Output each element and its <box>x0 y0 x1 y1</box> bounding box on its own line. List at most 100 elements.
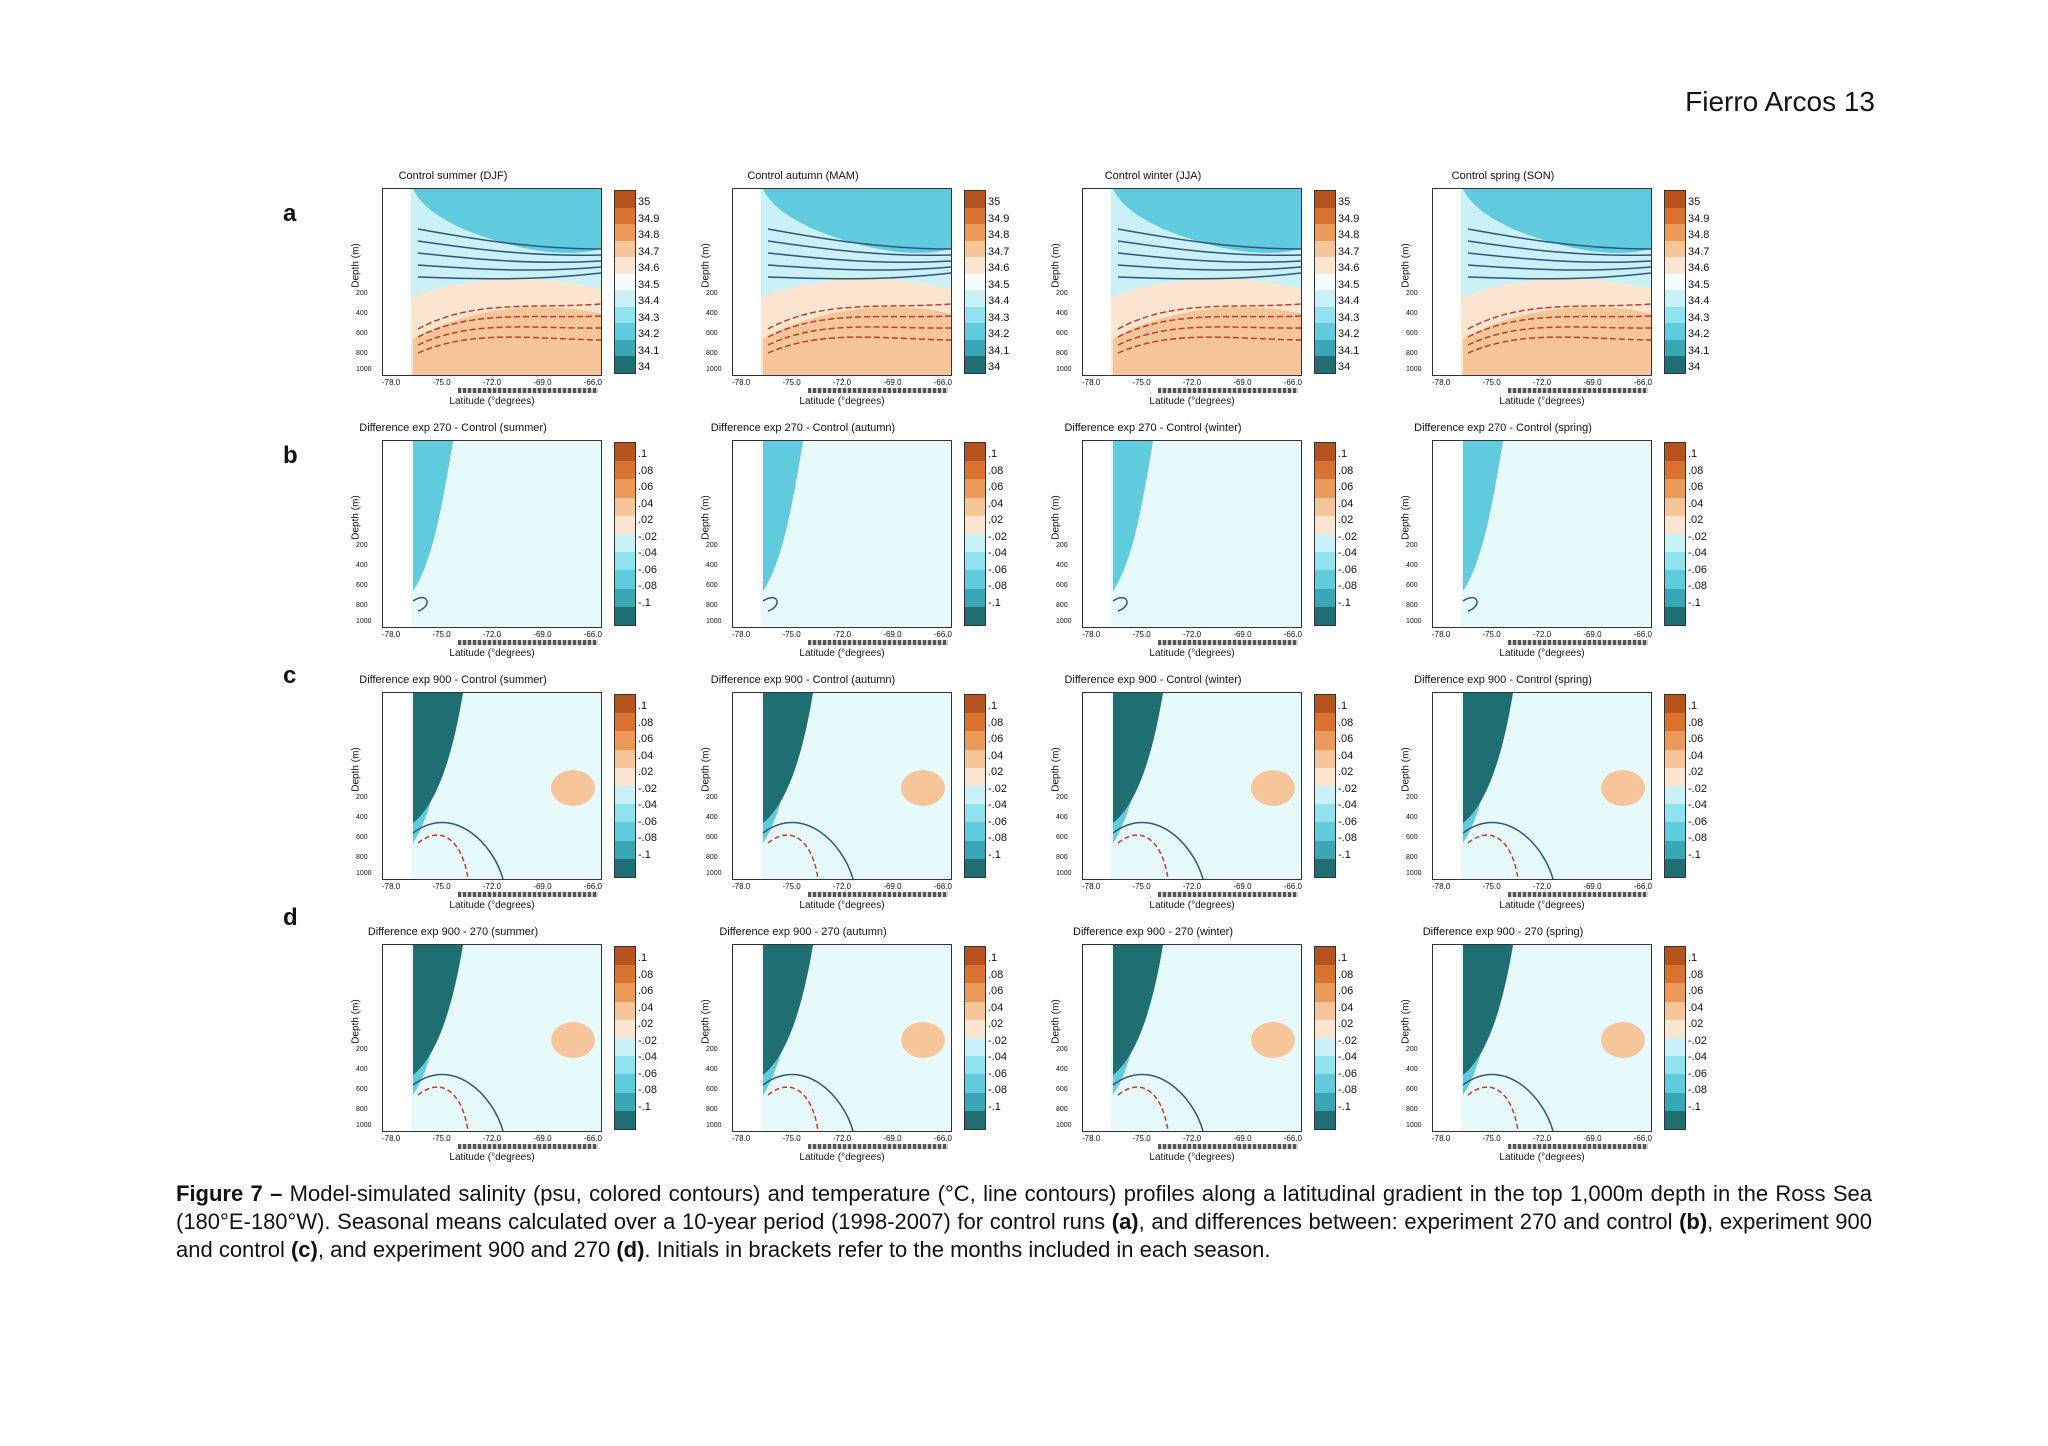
colorbar-swatch <box>1665 1110 1685 1130</box>
x-tick-label: -69.0 <box>1233 1134 1252 1143</box>
warm-temperature-contour <box>767 303 951 330</box>
y-tick-label: 600 <box>356 582 368 589</box>
land-mask <box>733 693 761 879</box>
colorbar-label: 34.2 <box>1688 328 1710 340</box>
y-tick-label: 400 <box>1056 1066 1068 1073</box>
colorbar-label: 34.4 <box>1688 295 1710 307</box>
colorbar-swatch <box>1315 273 1335 291</box>
strong-negative-anomaly <box>763 945 813 1075</box>
x-tick-label: -78.0 <box>382 1134 401 1143</box>
colorbar-swatch <box>1665 983 1685 1002</box>
y-tick-label: 600 <box>706 330 718 337</box>
caption-text-2: , and differences between: experiment 27… <box>1138 1209 1680 1234</box>
x-tick-label: -72.0 <box>832 1134 852 1143</box>
colorbar-swatch <box>965 822 985 841</box>
y-tick-label: 400 <box>1056 814 1068 821</box>
colorbar-label: 34.3 <box>988 311 1010 324</box>
colorbar-swatch <box>1665 290 1685 307</box>
x-tick-label: -66.0 <box>1283 630 1302 639</box>
temperature-contour <box>762 821 854 879</box>
y-tick-label: 600 <box>1406 582 1418 589</box>
land-mask <box>383 441 411 627</box>
x-axis-label: Latitude (°degrees) <box>1499 396 1585 407</box>
y-tick-label: 800 <box>356 602 368 609</box>
colorbar-label: 34.5 <box>1688 278 1710 291</box>
warm-temperature-contour <box>1467 1086 1519 1131</box>
colorbar-label: -.02 <box>1338 1034 1357 1047</box>
x-tick-label: -72.0 <box>482 630 502 639</box>
x-axis-label: Latitude (°degrees) <box>1149 1152 1235 1163</box>
colorbar-swatch <box>1665 306 1685 324</box>
colorbar-label: .08 <box>1338 464 1354 477</box>
warm-temperature-contour <box>417 336 601 354</box>
panel-d-2: Difference exp 900 - 270 (autumn) Depth (… <box>668 926 1018 1163</box>
x-tick-label: -75.0 <box>432 1134 451 1143</box>
colorbar-label: 34.7 <box>638 245 660 258</box>
colorbar-label: -.06 <box>638 815 657 828</box>
colorbar-swatch <box>615 356 635 374</box>
y-tick-label: 400 <box>706 814 718 821</box>
colorbar-label: 34.5 <box>988 278 1010 291</box>
colorbar-swatch <box>615 497 635 516</box>
x-tick-label: -66.0 <box>1283 378 1302 387</box>
x-tick-label: -69.0 <box>1233 630 1252 639</box>
land-mask <box>1083 693 1111 879</box>
y-tick-label: 600 <box>1056 330 1068 337</box>
land-mask <box>1083 441 1111 627</box>
y-tick-label: 600 <box>706 582 718 589</box>
contour-plot <box>1432 188 1652 376</box>
x-tick-label: -66.0 <box>933 1134 952 1143</box>
temperature-contour <box>412 1073 504 1131</box>
colorbar-label: 34 <box>1338 361 1351 373</box>
temperature-contour <box>417 228 601 250</box>
colorbar-label: .1 <box>1338 448 1348 460</box>
colorbar-label: .04 <box>1338 1001 1354 1014</box>
colorbar-swatch <box>615 804 635 823</box>
warm-temperature-contour <box>1467 336 1651 354</box>
colorbar-swatch <box>965 497 985 516</box>
colorbar-label: 34.3 <box>1688 311 1710 324</box>
colorbar-label: 34.4 <box>988 295 1010 307</box>
strong-negative-anomaly <box>1113 945 1163 1075</box>
x-tick-labels: -78.0 -75.0 -72.0 -69.0 -66.0 <box>382 882 602 891</box>
colorbar-label: .08 <box>1338 968 1354 981</box>
colorbar-swatch <box>965 804 985 823</box>
colorbar-label: -.04 <box>1338 799 1357 811</box>
colorbar-label: .1 <box>988 952 998 964</box>
colorbar-label: 34.1 <box>988 344 1010 357</box>
colorbar-swatch <box>965 965 985 984</box>
colorbar-label: 35 <box>1688 196 1701 208</box>
colorbar-label: 34.9 <box>638 212 660 225</box>
x-tick-labels: -78.0 -75.0 -72.0 -69.0 -66.0 <box>1432 630 1652 639</box>
x-axis-label: Latitude (°degrees) <box>449 396 535 407</box>
colorbar-label: 34.8 <box>1688 229 1710 241</box>
x-tick-label: -66.0 <box>1283 1134 1302 1143</box>
colorbar-labels: 35 34.9 34.8 34.7 34.6 34.5 34.4 34.3 34.2 34.1 34 <box>1688 194 1709 376</box>
colorbar-swatch <box>615 822 635 841</box>
colorbar-label: .1 <box>1688 448 1698 460</box>
x-tick-label: -69.0 <box>1583 882 1602 891</box>
colorbar <box>964 946 986 1130</box>
colorbar-swatch <box>615 339 635 357</box>
warm-temperature-contour <box>1117 315 1301 338</box>
y-axis-label: Depth (m) <box>700 243 712 288</box>
panel-a-1: Control summer (DJF) Depth (m) 200 400 600 80… <box>318 170 668 407</box>
colorbar-swatch <box>965 461 985 480</box>
panel-title: Control winter (JJA) <box>1104 170 1202 182</box>
fresh-water-region <box>1113 189 1301 253</box>
y-tick-label: 1000 <box>356 366 372 373</box>
colorbar-labels: .1 .08 .06 .04 .02 -.02 -.04 -.06 -.08 -.1 <box>1688 698 1707 863</box>
x-axis-scale <box>1158 640 1298 645</box>
caption-text-3: , experiment 900 and control <box>176 1209 1873 1262</box>
x-tick-label: -69.0 <box>883 882 902 891</box>
temperature-contour <box>1462 596 1478 612</box>
x-tick-label: -78.0 <box>1432 378 1451 387</box>
y-tick-label: 800 <box>1056 1106 1068 1113</box>
colorbar-label: 34.2 <box>988 328 1010 340</box>
warm-temperature-contour <box>1117 303 1301 330</box>
panel-title: Difference exp 270 - Control (autumn) <box>710 422 896 434</box>
colorbar-label: 34.9 <box>988 212 1010 225</box>
panel-title: Difference exp 900 - 270 (winter) <box>1073 926 1233 938</box>
colorbar-label: .08 <box>638 968 654 981</box>
temperature-contour <box>412 596 428 612</box>
